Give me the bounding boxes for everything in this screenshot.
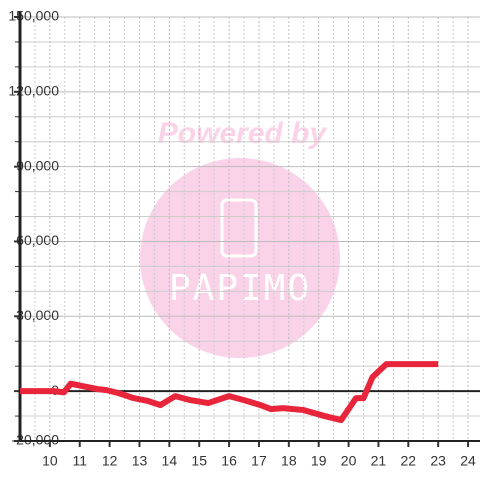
y-tick-label: 120,000 (8, 83, 59, 99)
x-tick-label: 16 (221, 453, 237, 469)
x-tick-label: 10 (42, 453, 58, 469)
x-tick-label: 14 (162, 453, 178, 469)
x-tick-label: 15 (191, 453, 207, 469)
x-tick-label: 24 (460, 453, 476, 469)
x-tick-label: 18 (281, 453, 297, 469)
x-tick-label: 20 (341, 453, 357, 469)
y-tick-label: 30,000 (16, 307, 59, 323)
x-tick-label: 21 (371, 453, 387, 469)
y-tick-label: 150,000 (8, 8, 59, 24)
watermark-logo: PAPIMO (169, 268, 311, 309)
x-tick-label: 17 (251, 453, 267, 469)
watermark-circle (140, 158, 340, 358)
x-tick-label: 22 (401, 453, 417, 469)
y-tick-label: -20,000 (12, 432, 60, 448)
x-tick-label: 11 (72, 453, 87, 469)
watermark-icon (220, 198, 258, 258)
x-tick-label: 13 (132, 453, 148, 469)
x-tick-label: 19 (311, 453, 327, 469)
watermark-text: Powered by (158, 117, 328, 150)
y-tick-label: 90,000 (16, 157, 59, 173)
x-tick-label: 23 (430, 453, 446, 469)
data-line (20, 361, 439, 424)
y-tick-label: 60,000 (16, 232, 59, 248)
x-tick-label: 12 (102, 453, 118, 469)
